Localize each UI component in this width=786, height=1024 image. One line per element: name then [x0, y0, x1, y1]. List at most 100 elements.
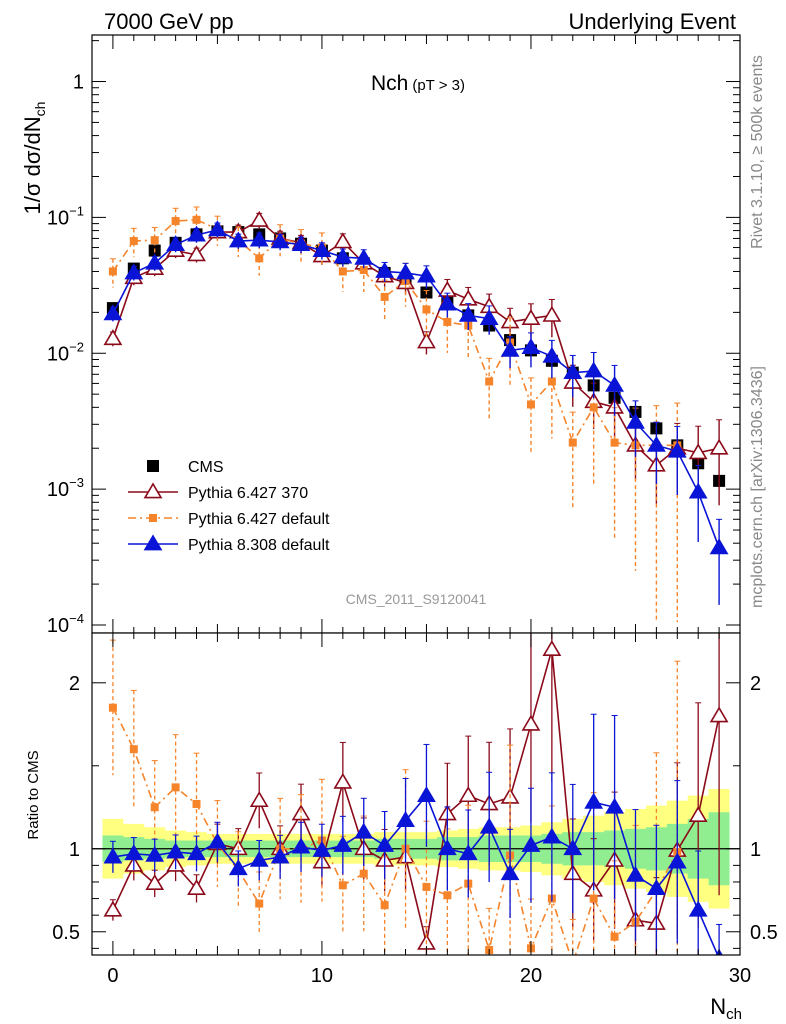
ratio-point: [108, 703, 117, 712]
ratio-point: [187, 844, 206, 861]
data-point: [688, 482, 708, 499]
ratio-point: [249, 791, 269, 808]
data-point: [417, 266, 436, 283]
data-point: [437, 294, 457, 311]
ratio-y-tick-label: 1: [69, 839, 80, 861]
ratio-point: [458, 844, 478, 861]
data-point: [542, 346, 562, 363]
series-2: [108, 206, 682, 623]
data-point: [255, 254, 264, 263]
ratio-point: [255, 899, 264, 908]
series-3: [103, 220, 729, 605]
ratio-y-tick-label-right: 0.5: [750, 922, 778, 944]
ratio-point: [103, 847, 123, 864]
data-point: [192, 215, 201, 224]
data-point: [354, 248, 374, 265]
data-point: [417, 332, 436, 349]
data-point: [187, 225, 206, 242]
ratio-point: [542, 640, 562, 656]
ratio-point: [333, 835, 353, 852]
data-point: [338, 267, 347, 276]
ratio-point: [312, 840, 332, 857]
data-point: [500, 340, 520, 357]
data-point: [270, 232, 290, 249]
ratio-point: [291, 837, 311, 854]
legend-marker: [143, 482, 163, 499]
ratio-point: [688, 900, 708, 917]
data-point: [709, 538, 729, 555]
data-point: [646, 435, 666, 452]
data-point: [108, 267, 117, 276]
ratio-point: [145, 845, 165, 862]
ratio-point: [584, 792, 604, 809]
ratio-point: [563, 839, 583, 856]
ratio-line: [112, 707, 678, 955]
data-point: [458, 289, 478, 306]
legend: CMS Pythia 6.427 370 Pythia 6.427 default P…: [128, 459, 330, 554]
data-point: [605, 375, 624, 392]
ratio-point: [171, 783, 180, 792]
data-point: [568, 438, 577, 447]
ratio-series-2: [103, 713, 723, 955]
ratio-point: [709, 706, 729, 723]
data-point: [103, 329, 123, 346]
data-point: [359, 266, 368, 275]
data-point: [291, 235, 311, 252]
data-point: [479, 309, 499, 325]
data-point: [145, 253, 165, 270]
ratio-point: [610, 932, 619, 941]
data-point: [563, 363, 583, 380]
ratio-point: [542, 827, 562, 844]
ratio-line: [112, 649, 720, 944]
ratio-point: [150, 803, 159, 812]
ratio-point: [354, 822, 374, 839]
ratio-point: [192, 799, 201, 808]
y-axis-label: 1/σ dσ/dNch: [20, 102, 48, 215]
mcplots-label: mcplots.cern.ch [arXiv:1306.3436]: [749, 366, 766, 608]
ratio-y-tick-label: 0.5: [52, 922, 80, 944]
legend-label: CMS: [188, 459, 224, 476]
ratio-point: [208, 832, 227, 849]
data-point: [380, 292, 389, 301]
ratio-point: [249, 850, 269, 867]
x-tick-label: 10: [311, 965, 333, 987]
ratio-point: [422, 882, 431, 891]
ratio-point: [166, 842, 186, 859]
data-point: [542, 305, 562, 322]
data-point: [124, 263, 144, 280]
data-point: [526, 400, 535, 409]
ratio-y-label: Ratio to CMS: [25, 750, 42, 839]
ratio-point: [589, 894, 598, 903]
data-point: [249, 230, 269, 247]
ratio-point: [228, 859, 248, 876]
header-right: Underlying Event: [568, 9, 736, 34]
data-point: [458, 305, 478, 322]
ratio-frame: [91, 632, 741, 956]
data-point: [171, 217, 180, 226]
data-point: [443, 317, 452, 326]
ratio-point: [458, 786, 478, 803]
ratio-point: [145, 874, 165, 891]
ratio-point: [129, 745, 138, 754]
ratio-point: [605, 797, 624, 814]
ratio-point: [417, 786, 436, 803]
ratio-point: [443, 891, 452, 900]
legend-label: Pythia 6.427 370: [188, 485, 308, 502]
data-point: [589, 403, 598, 412]
data-point: [521, 338, 541, 355]
data-point: [103, 304, 123, 321]
data-point: [166, 235, 186, 252]
ratio-point: [500, 864, 520, 881]
ratio-point: [359, 869, 368, 878]
plot-title: Nch (pT > 3): [371, 72, 465, 95]
data-point: [375, 261, 395, 278]
legend-marker: [143, 534, 163, 551]
ratio-point: [187, 879, 206, 896]
ratio-point: [103, 900, 123, 917]
ratio-point: [270, 847, 290, 864]
data-point: [485, 377, 494, 386]
x-tick-label: 20: [520, 965, 542, 987]
data-point: [584, 361, 604, 378]
ratio-point: [124, 844, 144, 861]
data-point: [422, 305, 431, 314]
